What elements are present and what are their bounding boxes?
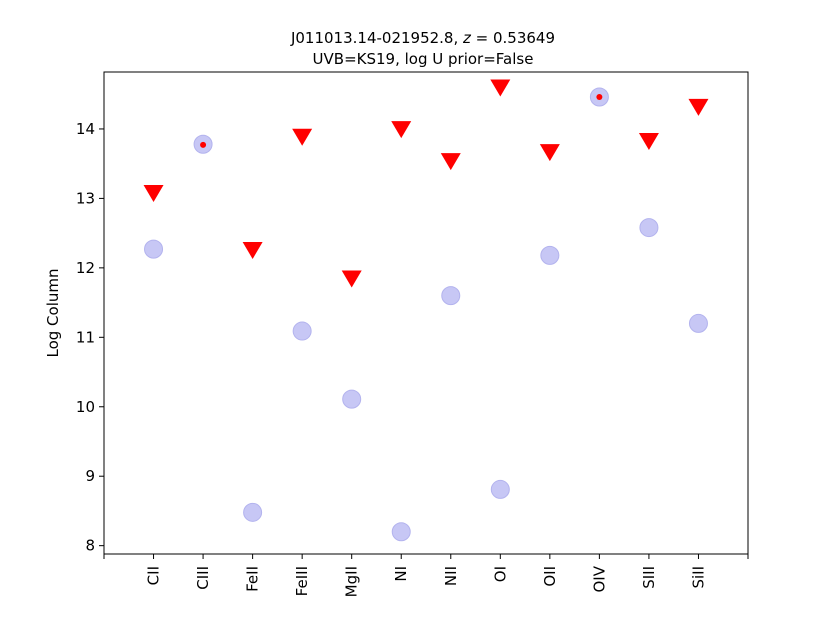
circle-point <box>342 389 362 409</box>
x-tick-label: NII <box>442 566 460 586</box>
plot-frame <box>103 71 749 555</box>
upper-limit-triangle <box>292 128 313 146</box>
upper-limit-triangle <box>638 132 659 150</box>
x-tick-label: SiII <box>689 566 707 589</box>
circle-point <box>243 502 263 522</box>
circle-point <box>391 522 411 542</box>
x-tick-label: FeII <box>244 566 262 592</box>
chart-title-line2: UVB=KS19, log U prior=False <box>313 50 534 68</box>
chart-title: J011013.14-021952.8, z = 0.53649 UVB=KS1… <box>290 29 555 68</box>
circle-point <box>540 245 560 265</box>
circle-point <box>639 218 659 238</box>
x-tick-label: NI <box>392 566 410 582</box>
title-prefix: J011013.14-021952.8, <box>290 29 463 47</box>
plot-area: 8 9 10 11 12 13 14 CII CIII FeII FeIII MgII NI NII OI O… <box>76 71 749 597</box>
x-tick-label: OI <box>491 566 509 582</box>
detection-dot <box>596 94 603 101</box>
y-tick-label: 14 <box>76 120 95 138</box>
circle-point <box>688 313 708 333</box>
y-tick-label: 13 <box>76 189 95 207</box>
x-tick-label: OIV <box>590 565 608 592</box>
title-z: z <box>462 29 472 47</box>
x-tick-label: SIII <box>640 566 658 589</box>
upper-limit-triangle <box>440 153 461 171</box>
circle-point <box>292 321 312 341</box>
y-axis-label: Log Column <box>44 268 62 357</box>
upper-limit-triangle <box>143 185 164 203</box>
circle-point <box>144 239 164 259</box>
y-tick-label: 8 <box>85 537 95 555</box>
upper-limit-triangle <box>391 121 412 139</box>
x-tick-label: CIII <box>194 566 212 590</box>
circle-point <box>441 286 461 306</box>
y-tick-label: 12 <box>76 259 95 277</box>
chart-title-line1: J011013.14-021952.8, z = 0.53649 <box>290 29 555 47</box>
y-tick-label: 10 <box>76 398 95 416</box>
x-tick-label: OII <box>541 566 559 587</box>
upper-limit-triangle <box>539 144 560 162</box>
circle-point <box>490 479 510 499</box>
title-suffix: = 0.53649 <box>471 29 555 47</box>
y-tick-label: 9 <box>85 467 95 485</box>
upper-limit-triangle <box>341 270 362 288</box>
y-tick-label: 11 <box>76 328 95 346</box>
upper-limit-triangle <box>688 98 709 116</box>
detection-dot <box>200 141 207 148</box>
x-tick-label: FeIII <box>293 566 311 596</box>
x-tick-label: CII <box>145 566 163 585</box>
upper-limit-triangle <box>242 241 263 259</box>
x-tick-label: MgII <box>343 566 361 597</box>
upper-limit-triangle <box>490 79 511 97</box>
